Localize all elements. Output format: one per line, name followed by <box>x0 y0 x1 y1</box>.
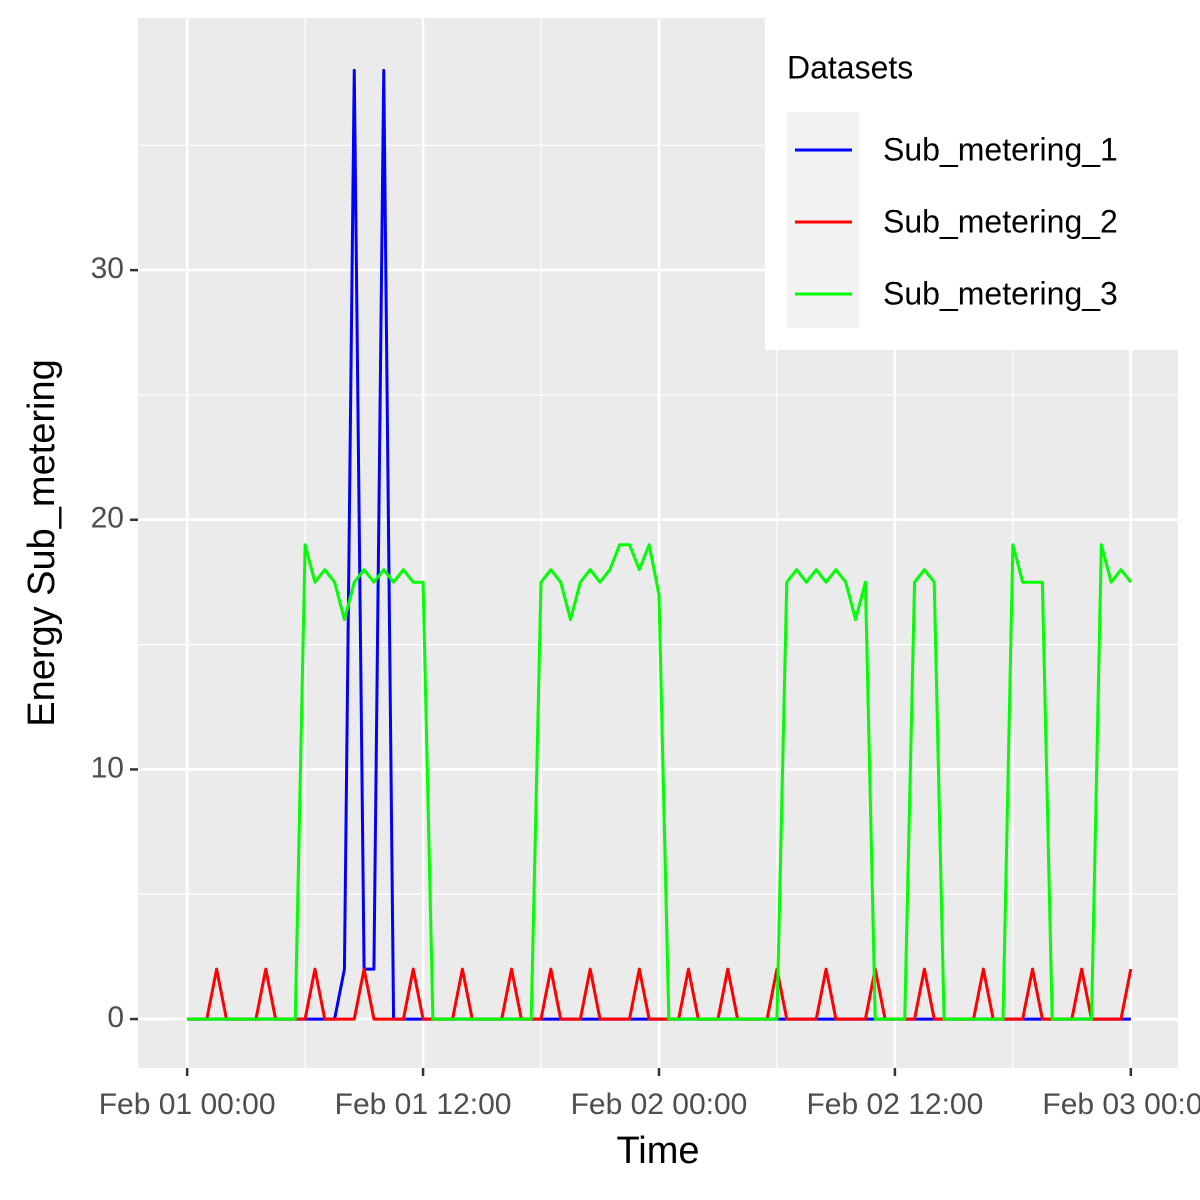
x-tick-label: Feb 01 12:00 <box>335 1088 512 1121</box>
y-tick-label: 10 <box>91 751 124 784</box>
y-tick-label: 20 <box>91 502 124 535</box>
y-axis-title: Energy Sub_metering <box>21 359 63 727</box>
y-tick-label: 0 <box>107 1001 124 1034</box>
x-tick-label: Feb 01 00:00 <box>99 1088 276 1121</box>
legend-label: Sub_metering_2 <box>883 203 1118 239</box>
x-tick-label: Feb 03 00:00 <box>1042 1088 1200 1121</box>
legend-label: Sub_metering_1 <box>883 131 1118 167</box>
legend-key <box>787 256 859 328</box>
series-line <box>187 543 1132 1021</box>
x-axis-title: Time <box>616 1130 699 1172</box>
legend-label: Sub_metering_3 <box>883 275 1118 311</box>
x-tick-label: Feb 02 00:00 <box>571 1088 748 1121</box>
x-tick-label: Feb 02 12:00 <box>806 1088 983 1121</box>
y-tick-label: 30 <box>91 252 124 285</box>
legend-key <box>787 112 859 184</box>
legend-title: Datasets <box>787 49 913 85</box>
legend-key <box>787 184 859 256</box>
